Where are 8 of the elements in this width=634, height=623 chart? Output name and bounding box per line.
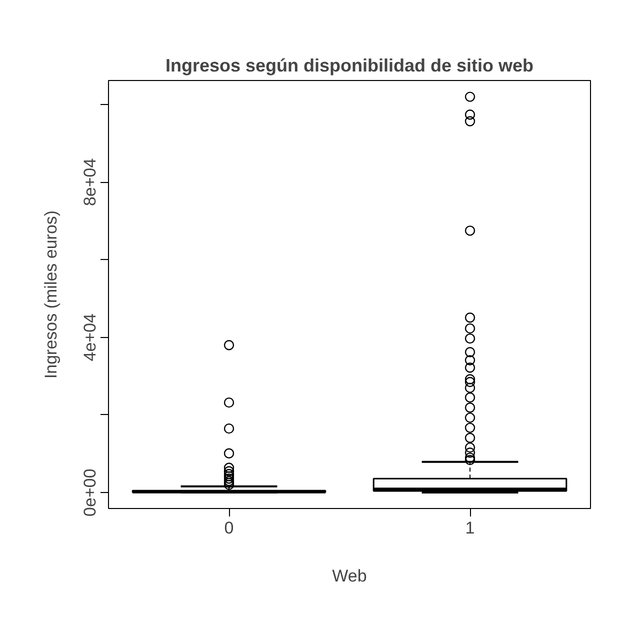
x-axis-title: Web: [332, 566, 367, 586]
y-tick-label: 0e+00: [80, 468, 100, 516]
x-tick-label: 0: [224, 518, 234, 538]
y-axis-title: Ingresos (miles euros): [42, 210, 60, 379]
y-tick-label: 8e+04: [80, 158, 100, 206]
x-tick-label: 1: [465, 518, 475, 538]
chart-title: Ingresos según disponibilidad de sitio web: [165, 56, 534, 76]
y-tick-label: 4e+04: [80, 314, 100, 362]
